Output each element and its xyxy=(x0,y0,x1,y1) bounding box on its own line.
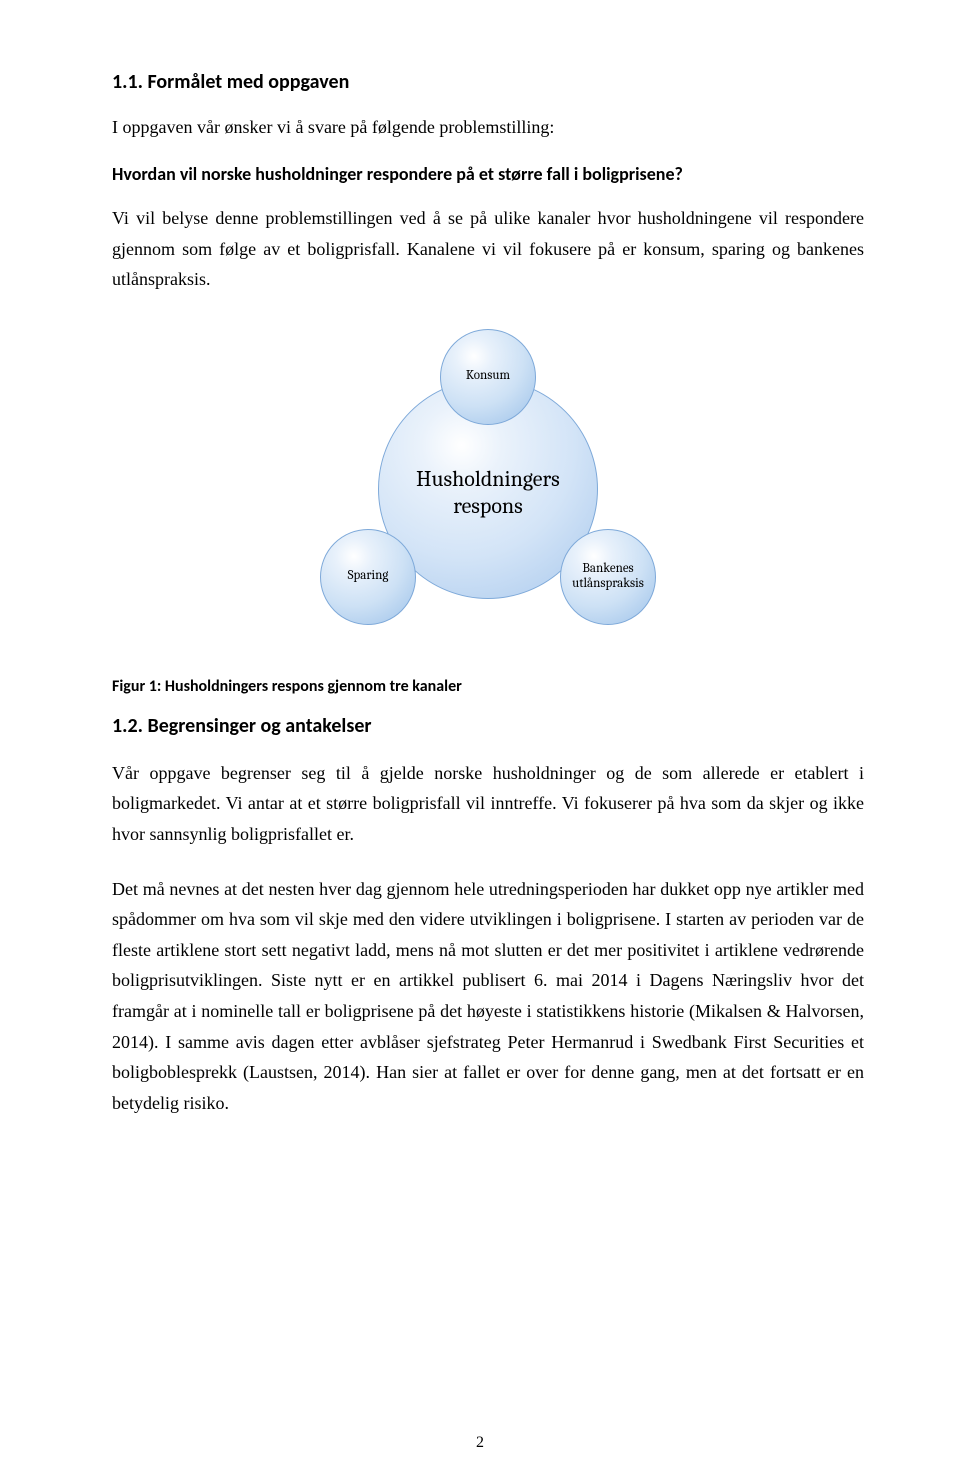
section-1-heading: 1.1. Formålet med oppgaven xyxy=(112,70,864,94)
section-2-heading: 1.2. Begrensinger og antakelser xyxy=(112,714,864,738)
intro-line: I oppgaven vår ønsker vi å svare på følg… xyxy=(112,114,864,141)
page-number: 2 xyxy=(0,1434,960,1452)
figure-caption: Figur 1: Husholdningers respons gjennom … xyxy=(112,677,864,696)
right-circle-label: Bankenes utlånspraksis xyxy=(565,562,651,592)
center-circle-label: Husholdningers respons xyxy=(379,466,597,519)
right-circle: Bankenes utlånspraksis xyxy=(560,529,656,625)
diagram-container: Husholdningers respons Konsum Sparing Ba… xyxy=(112,329,864,649)
section-2-para-2: Det må nevnes at det nesten hver dag gje… xyxy=(112,874,864,1119)
venn-diagram: Husholdningers respons Konsum Sparing Ba… xyxy=(278,329,698,649)
left-circle-label: Sparing xyxy=(348,569,389,584)
left-circle: Sparing xyxy=(320,529,416,625)
top-circle-label: Konsum xyxy=(466,369,510,384)
research-question: Hvordan vil norske husholdninger respond… xyxy=(112,163,864,185)
top-circle: Konsum xyxy=(440,329,536,425)
section-1-paragraph: Vi vil belyse denne problemstillingen ve… xyxy=(112,203,864,295)
section-2-para-1: Vår oppgave begrenser seg til å gjelde n… xyxy=(112,758,864,850)
